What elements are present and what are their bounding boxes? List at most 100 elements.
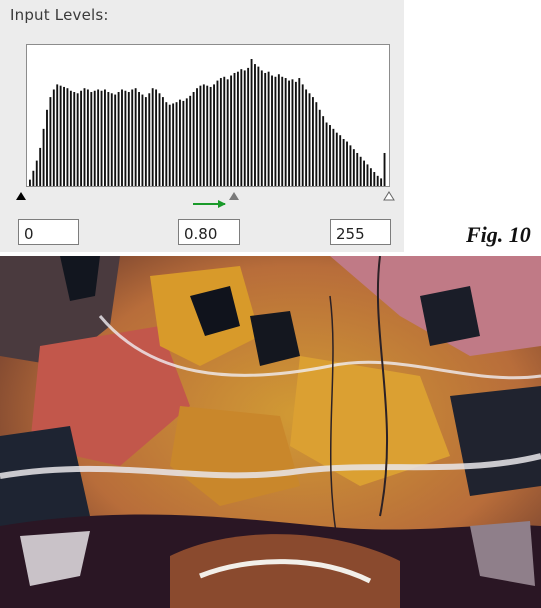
histogram-bar bbox=[363, 160, 366, 186]
histogram-bar bbox=[172, 103, 175, 186]
histogram-bar bbox=[179, 99, 181, 186]
histogram-bar bbox=[83, 88, 86, 186]
histogram-bar bbox=[339, 135, 342, 186]
black-point-slider[interactable] bbox=[16, 192, 26, 200]
histogram-bar bbox=[240, 69, 243, 186]
histogram-bar bbox=[322, 116, 325, 186]
histogram-bar bbox=[318, 109, 321, 186]
histogram-bar bbox=[291, 79, 294, 186]
histogram-bar bbox=[277, 74, 280, 186]
histogram-bar bbox=[86, 89, 89, 186]
histogram-bar bbox=[196, 88, 198, 186]
histogram-bar bbox=[281, 76, 284, 186]
histogram-bar bbox=[346, 141, 348, 186]
histogram-bar bbox=[138, 92, 140, 186]
histogram-bar bbox=[236, 71, 239, 186]
histogram-bar bbox=[329, 125, 331, 186]
histogram-bar bbox=[264, 72, 267, 186]
histogram-bar bbox=[29, 179, 31, 186]
histogram-bar bbox=[219, 78, 222, 186]
histogram-bar bbox=[274, 76, 277, 186]
histogram-bar bbox=[288, 80, 290, 186]
histogram-bar bbox=[80, 90, 83, 186]
histogram-bar bbox=[311, 97, 314, 186]
histogram-bar bbox=[284, 78, 287, 186]
histogram-bar bbox=[206, 85, 209, 186]
histogram-bar bbox=[209, 86, 212, 186]
histogram-bar bbox=[250, 59, 253, 186]
gamma-slider[interactable] bbox=[229, 192, 239, 200]
histogram-bar bbox=[243, 70, 246, 186]
gray-triangle-icon[interactable] bbox=[229, 192, 239, 200]
histogram-bar bbox=[131, 89, 134, 186]
histogram-bar bbox=[110, 93, 113, 186]
histogram-bar bbox=[189, 95, 192, 186]
agate-photo bbox=[0, 256, 541, 608]
gamma-input-field[interactable] bbox=[178, 219, 240, 245]
histogram-bar bbox=[151, 88, 154, 186]
histogram-bar bbox=[182, 100, 185, 186]
panel-title: Input Levels: bbox=[10, 6, 109, 24]
histogram-bar bbox=[42, 128, 45, 186]
green-arrow-head-icon bbox=[218, 200, 226, 208]
histogram-bar bbox=[185, 98, 188, 186]
black-input-field[interactable] bbox=[18, 219, 79, 245]
histogram-bar bbox=[257, 66, 260, 186]
histogram-bar bbox=[376, 175, 379, 186]
histogram-bar bbox=[366, 164, 369, 186]
histogram-bar bbox=[66, 88, 69, 186]
histogram-bar bbox=[216, 80, 219, 186]
histogram-bar bbox=[165, 102, 168, 186]
histogram-bar bbox=[49, 97, 52, 186]
histogram-bar bbox=[35, 160, 38, 186]
histogram-bar bbox=[271, 75, 273, 186]
histogram-bar bbox=[155, 89, 158, 186]
histogram-bar bbox=[168, 104, 171, 186]
histogram-bar bbox=[158, 93, 161, 186]
histogram-bar bbox=[349, 145, 352, 186]
gamma-arrow-annotation bbox=[193, 200, 226, 208]
histogram-bar bbox=[199, 85, 202, 186]
histogram-bar bbox=[254, 64, 256, 186]
histogram-bar bbox=[383, 152, 386, 186]
histogram-bar bbox=[114, 94, 117, 186]
histogram-bar bbox=[233, 72, 236, 186]
histogram-bar bbox=[63, 86, 65, 186]
histogram-bar bbox=[104, 89, 106, 186]
histogram-bar bbox=[97, 89, 100, 186]
levels-slider-track[interactable] bbox=[0, 186, 404, 210]
histogram-bar bbox=[93, 90, 96, 186]
histogram-bar bbox=[134, 88, 137, 186]
histogram-svg bbox=[29, 59, 386, 186]
histogram-bar bbox=[230, 75, 233, 186]
histogram-bar bbox=[90, 92, 93, 186]
white-input-field[interactable] bbox=[330, 219, 391, 245]
histogram-bar bbox=[226, 79, 229, 186]
histogram-bar bbox=[192, 92, 195, 186]
levels-panel: Input Levels: bbox=[0, 0, 404, 252]
histogram-bar bbox=[294, 81, 297, 186]
histogram-bar bbox=[359, 156, 362, 186]
histogram-bar bbox=[335, 132, 338, 186]
histogram-bar bbox=[127, 92, 130, 186]
histogram-bar bbox=[124, 90, 127, 186]
histogram-bar bbox=[161, 97, 164, 186]
histogram-bar bbox=[213, 84, 215, 186]
histogram-bar bbox=[76, 93, 79, 186]
histogram-bar bbox=[39, 147, 42, 186]
histogram-bar bbox=[32, 170, 35, 186]
histogram-bar bbox=[267, 71, 270, 186]
histogram-bar bbox=[260, 70, 263, 186]
histogram-bar bbox=[56, 84, 59, 186]
histogram-bar bbox=[73, 92, 76, 186]
histogram-bar bbox=[247, 67, 250, 186]
histogram-bar bbox=[308, 93, 311, 186]
histogram-bar bbox=[148, 93, 151, 186]
histogram-bar bbox=[100, 90, 103, 186]
histogram-bar bbox=[342, 139, 345, 186]
white-triangle-icon[interactable] bbox=[383, 191, 395, 201]
white-point-slider[interactable] bbox=[383, 191, 395, 201]
black-triangle-icon[interactable] bbox=[16, 192, 26, 200]
histogram-bar bbox=[373, 172, 376, 186]
histogram-bar bbox=[325, 122, 328, 186]
